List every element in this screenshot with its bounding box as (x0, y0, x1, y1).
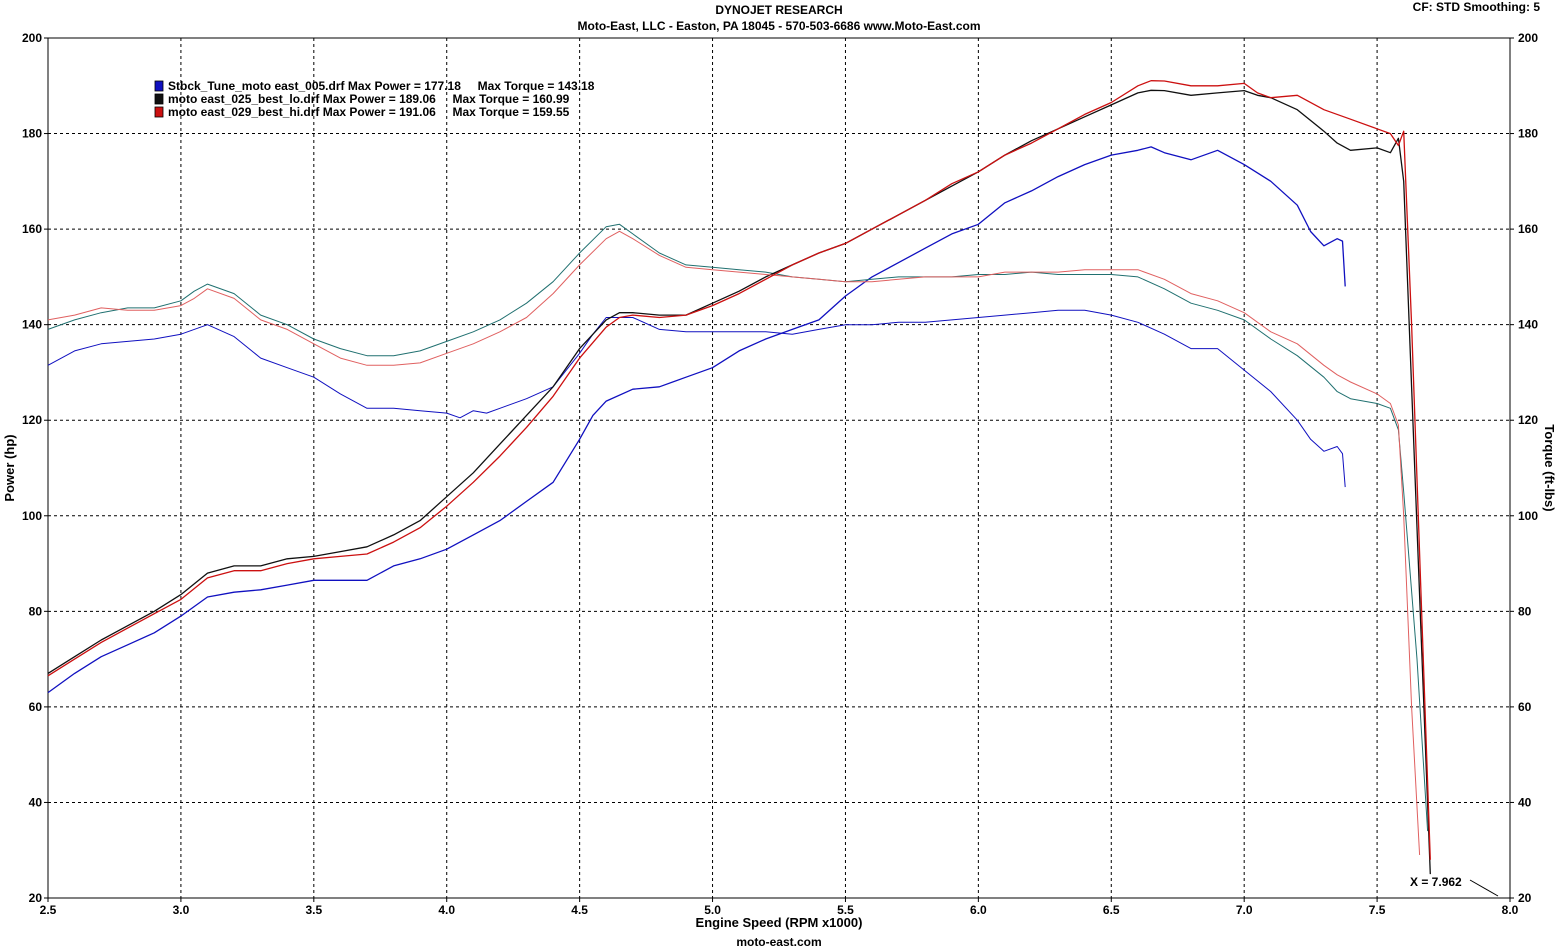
legend: Stbck_Tune_moto east_005.drf Max Power =… (154, 79, 595, 119)
x-tick-label: 3.0 (173, 903, 190, 917)
x-tick-label: 5.0 (704, 903, 721, 917)
torque-line-series-3 (47, 230, 1421, 856)
plot-frame (47, 37, 1511, 899)
x-tick-label: 7.0 (1236, 903, 1253, 917)
y-tick-label: 120 (22, 413, 42, 427)
y2-tick-label: 20 (1518, 891, 1532, 905)
legend-entry-series-2: moto east_025_best_lo.drf Max Power = 18… (168, 92, 570, 106)
y-tick-label: 200 (22, 31, 42, 45)
y-tick-label: 180 (22, 127, 42, 141)
y-tick-label: 60 (29, 700, 43, 714)
grid (48, 38, 1510, 898)
legend-entry-series-3: moto east_029_best_hi.drf Max Power = 19… (168, 105, 570, 119)
x-tick-label: 4.0 (438, 903, 455, 917)
y2-tick-label: 160 (1518, 222, 1538, 236)
chart-subtitle: Moto-East, LLC - Easton, PA 18045 - 570-… (577, 19, 981, 33)
y-tick-label: 20 (29, 891, 43, 905)
x-tick-label: 3.5 (305, 903, 322, 917)
x-tick-label: 2.5 (40, 903, 57, 917)
cursor-readout[interactable]: X = 7.962 (1410, 875, 1462, 889)
y-axis-title: Power (hp) (2, 434, 17, 501)
torque-line-series-2 (47, 223, 1429, 832)
x-tick-label: 6.5 (1103, 903, 1120, 917)
y2-tick-label: 200 (1518, 31, 1538, 45)
y2-axis-title: Torque (ft-lbs) (1542, 424, 1557, 511)
chart-title: DYNOJET RESEARCH (715, 3, 843, 17)
y2-tick-label: 80 (1518, 604, 1532, 618)
y2-tick-label: 180 (1518, 127, 1538, 141)
correction-factor-label: CF: STD Smoothing: 5 (1412, 0, 1540, 14)
axis-ticks: 2.5 3.0 3.5 4.0 4.5 5.0 5.5 6.0 6.5 7.0 7.5 8.020 20… (22, 31, 1538, 917)
x-tick-label: 8.0 (1502, 903, 1519, 917)
y-tick-label: 80 (29, 604, 43, 618)
y2-tick-label: 140 (1518, 318, 1538, 332)
cursor-marker (1469, 879, 1499, 897)
torque-line-series-1 (47, 309, 1346, 488)
y2-tick-label: 100 (1518, 509, 1538, 523)
x-axis-title: Engine Speed (RPM x1000) (696, 915, 863, 930)
power-line-series-1 (47, 146, 1346, 694)
x-tick-label: 4.5 (571, 903, 588, 917)
y2-tick-label: 40 (1518, 795, 1532, 809)
x-tick-label: 7.5 (1369, 903, 1386, 917)
legend-swatch-series-2 (154, 93, 164, 105)
y2-tick-label: 120 (1518, 413, 1538, 427)
power-line-series-3 (47, 80, 1431, 860)
legend-swatch-series-3 (154, 106, 164, 118)
y-tick-label: 40 (29, 795, 43, 809)
series-lines (47, 80, 1431, 875)
x-tick-label: 5.5 (837, 903, 854, 917)
y-tick-label: 160 (22, 222, 42, 236)
y-tick-label: 140 (22, 318, 42, 332)
legend-swatch-series-1 (154, 80, 164, 92)
x-tick-label: 6.0 (970, 903, 987, 917)
y2-tick-label: 60 (1518, 700, 1532, 714)
legend-entry-series-1: Stbck_Tune_moto east_005.drf Max Power =… (168, 79, 595, 93)
y-tick-label: 100 (22, 509, 42, 523)
footer-website: moto-east.com (736, 935, 822, 949)
